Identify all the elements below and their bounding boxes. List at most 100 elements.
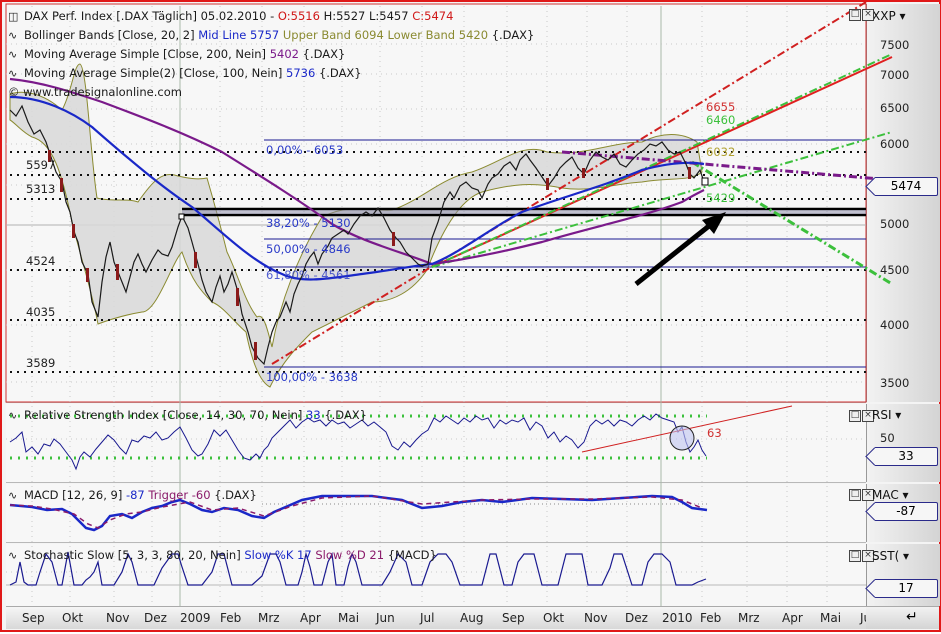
last-price-badge: 5474 <box>875 177 938 196</box>
legend-row-bollinger[interactable]: ∿ Bollinger Bands [Close, 20, 2] Mid Line… <box>8 26 534 45</box>
scroll-to-latest-button[interactable]: ↵ <box>866 606 939 629</box>
annotation-6032: 6032 <box>706 145 736 159</box>
month-label: Sep <box>22 611 45 625</box>
trendline-purple <box>561 150 893 182</box>
copyright: © www.tradesignalonline.com <box>8 85 182 99</box>
month-label: Sep <box>502 611 525 625</box>
last-candle <box>701 177 709 186</box>
macd-last-badge: -87 <box>875 502 938 521</box>
rsi-lines <box>6 405 866 471</box>
ohlc-high: H:5527 <box>323 9 366 23</box>
indicator-wave-icon: ∿ <box>8 48 18 61</box>
fib-61: 61,80% - 4561 <box>266 268 351 282</box>
return-arrow-icon: ↵ <box>906 609 918 625</box>
month-label: Jul <box>420 611 435 625</box>
price-axis-menu[interactable]: XXP ▾ <box>872 9 906 23</box>
level-5313: 5313 <box>26 182 56 196</box>
month-label: Mai <box>338 611 360 625</box>
month-label: Okt <box>543 611 565 625</box>
fib-38: 38,20% - 5130 <box>266 216 351 230</box>
macd-pane[interactable] <box>6 484 866 543</box>
legend-row-ma200[interactable]: ∿ Moving Average Simple [Close, 200, Nein… <box>8 45 534 64</box>
macd-legend[interactable]: ∿ MACD [12, 26, 9] -87 Trigger -60 {.DAX} <box>8 486 257 505</box>
support-levels <box>10 151 866 373</box>
ohlc-close: C:5474 <box>412 9 454 23</box>
level-3589: 3589 <box>26 356 56 370</box>
pane-buttons: □ × <box>848 8 874 21</box>
price-tick: 3500 <box>880 376 910 390</box>
macd-axis-menu[interactable]: MAC ▾ <box>872 488 909 502</box>
annotation-6655: 6655 <box>706 100 736 114</box>
month-label: Feb <box>220 611 242 625</box>
price-tick: 4500 <box>880 263 910 277</box>
ohlc-open: O:5516 <box>277 9 320 23</box>
macd-lines <box>9 494 708 532</box>
bollinger-band <box>9 63 703 388</box>
price-tick: 5000 <box>880 217 910 231</box>
month-label: Dez <box>144 611 167 625</box>
month-label: Mrz <box>258 611 280 625</box>
price-tick: 7000 <box>880 68 910 82</box>
annotation-5429: 5429 <box>706 191 736 205</box>
fib-100: 100,00% - 3638 <box>266 370 358 384</box>
annotation-arrow <box>634 220 716 286</box>
ma200-line <box>9 77 705 266</box>
ma100-line <box>9 95 705 281</box>
price-tick: 6000 <box>880 137 910 151</box>
stoch-axis-menu[interactable]: SST( ▾ <box>872 549 910 563</box>
rsi-axis[interactable] <box>866 404 940 482</box>
stoch-lines <box>6 551 866 586</box>
time-axis[interactable]: Sep Okt Nov Dez 2009 Feb Mrz Apr Mai Jun… <box>6 606 879 629</box>
maximize-icon[interactable]: □ <box>849 410 861 422</box>
month-label: Mai <box>820 611 842 625</box>
trendline-green-down <box>691 160 893 286</box>
maximize-icon[interactable]: □ <box>849 9 861 21</box>
indicator-wave-icon: ∿ <box>8 67 18 80</box>
indicator-wave-icon: ∿ <box>8 549 18 562</box>
close-icon[interactable]: × <box>862 9 874 21</box>
maximize-icon[interactable]: □ <box>849 489 861 501</box>
rsi-last-badge: 33 <box>875 447 938 466</box>
stoch-last-badge: 17 <box>875 579 938 598</box>
month-label: 2009 <box>180 611 211 625</box>
price-tick: 4000 <box>880 318 910 332</box>
candle-bodies <box>48 150 691 360</box>
price-tick: 6500 <box>880 101 910 115</box>
price-candles <box>9 104 705 366</box>
maximize-icon[interactable]: □ <box>849 550 861 562</box>
month-label: Aug <box>460 611 484 625</box>
legend-row-ma100[interactable]: ∿ Moving Average Simple(2) [Close, 100, N… <box>8 64 534 83</box>
indicator-wave-icon: ∿ <box>8 489 18 502</box>
fib-0: 0,00% - 6053 <box>266 143 344 157</box>
macd-pane-buttons: □ × <box>848 488 874 501</box>
indicator-wave-icon: ∿ <box>8 409 18 422</box>
close-icon[interactable]: × <box>862 489 874 501</box>
indicator-wave-icon: ∿ <box>8 29 18 42</box>
price-legend: ◫ DAX Perf. Index [.DAX Täglich] 05.02.20… <box>8 7 534 101</box>
level-4524: 4524 <box>26 254 56 268</box>
rsi-tick-50: 50 <box>880 431 895 445</box>
month-label: Nov <box>584 611 608 625</box>
month-label: Mrz <box>738 611 760 625</box>
rsi-pane-buttons: □ × <box>848 409 874 422</box>
level-4035: 4035 <box>26 305 56 319</box>
month-label: Feb <box>700 611 722 625</box>
level-5597: 5597 <box>26 158 56 172</box>
chart-type-icon: ◫ <box>8 10 19 23</box>
rsi-legend[interactable]: ∿ Relative Strength Index [Close, 14, 30,… <box>8 406 367 425</box>
ohlc-low: L:5457 <box>369 9 409 23</box>
rsi-axis-menu[interactable]: RSI ▾ <box>872 408 902 422</box>
month-label: Jun <box>376 611 395 625</box>
month-label: Dez <box>625 611 648 625</box>
close-icon[interactable]: × <box>862 550 874 562</box>
month-label: Okt <box>62 611 84 625</box>
month-label: 2010 <box>662 611 693 625</box>
stoch-legend[interactable]: ∿ Stochastic Slow [5, 3, 3, 80, 20, Nein]… <box>8 546 437 565</box>
legend-row-title[interactable]: ◫ DAX Perf. Index [.DAX Täglich] 05.02.20… <box>8 7 534 26</box>
month-label: Apr <box>300 611 321 625</box>
close-icon[interactable]: × <box>862 410 874 422</box>
price-axis[interactable] <box>866 4 940 402</box>
fib-50: 50,00% - 4846 <box>266 242 351 256</box>
